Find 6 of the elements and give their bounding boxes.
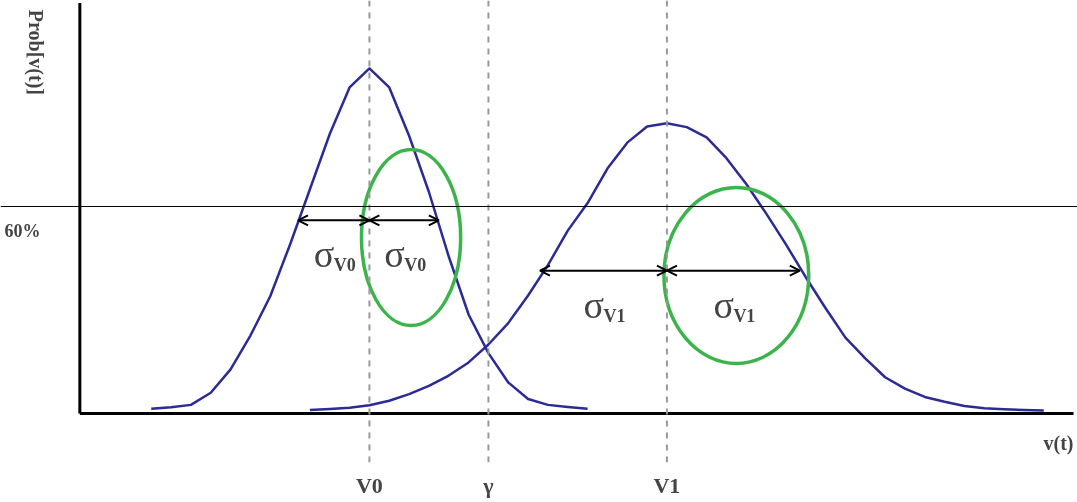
x-tick-label: V0 xyxy=(355,472,383,498)
x-tick-label: γ xyxy=(482,472,494,498)
x-tick-label: V1 xyxy=(653,472,681,498)
x-axis-title: v(t) xyxy=(1043,431,1074,455)
y-axis-title: Prob[v(t)] xyxy=(23,9,47,95)
ref-line-label: 60% xyxy=(4,221,41,242)
